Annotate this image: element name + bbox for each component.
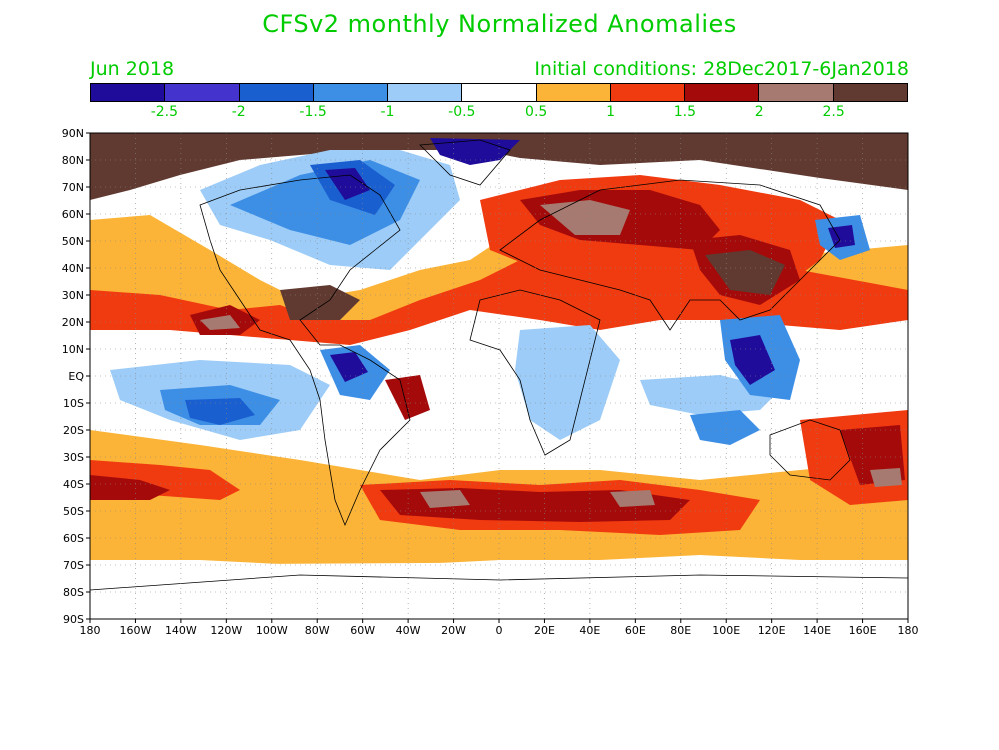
longitude-label: 80E — [670, 624, 691, 637]
latitude-label: 60N — [62, 208, 84, 221]
colorbar — [90, 83, 908, 102]
forecast-month: Jun 2018 — [90, 58, 175, 80]
colorbar-swatch — [165, 84, 240, 101]
longitude-label: 80W — [305, 624, 330, 637]
latitude-label: 40S — [63, 478, 84, 491]
colorbar-swatch — [610, 84, 686, 101]
latitude-label: 60S — [63, 532, 84, 545]
longitude-labels: 180 160W 140W 120W 100W 80W 60W 40W 20W 0 20E 40E 60… — [80, 619, 919, 637]
latitude-label: 70N — [62, 181, 84, 194]
colorbar-tick-label: 2.5 — [822, 104, 845, 120]
anomaly-field — [90, 133, 908, 619]
longitude-label: 0 — [496, 624, 503, 637]
longitude-label: 100E — [712, 624, 740, 637]
colorbar-tick-label: 0.5 — [525, 104, 548, 120]
colorbar-tick-label: -1.5 — [299, 104, 327, 120]
colorbar-tick-label: -0.5 — [448, 104, 476, 120]
graticule — [90, 133, 908, 619]
map-title: CFSv2 monthly Normalized Anomalies — [262, 10, 737, 38]
colorbar-swatch — [759, 84, 834, 101]
latitude-labels: 90N 80N 70N 60N 50N 40N 30N 20N 10N EQ 10S 20S 30S 40… — [62, 127, 90, 626]
colorbar-swatch — [536, 84, 611, 101]
colorbar-tick-label: -2 — [231, 104, 246, 120]
longitude-label: 40E — [579, 624, 600, 637]
latitude-label: 80N — [62, 154, 84, 167]
latitude-label: 40N — [62, 262, 84, 275]
colorbar-swatch — [91, 84, 166, 101]
colorbar-tick-label: 1 — [606, 104, 615, 120]
colorbar-tick-label: -1 — [380, 104, 395, 120]
longitude-label: 160W — [120, 624, 152, 637]
latitude-label: EQ — [68, 370, 84, 383]
longitude-label: 60E — [625, 624, 646, 637]
latitude-label: 90S — [63, 613, 84, 626]
longitude-label: 20E — [534, 624, 555, 637]
longitude-label: 180 — [898, 624, 919, 637]
latitude-label: 70S — [63, 559, 84, 572]
longitude-label: 180 — [80, 624, 101, 637]
latitude-label: 50S — [63, 505, 84, 518]
latitude-label: 20N — [62, 316, 84, 329]
colorbar-swatch — [462, 84, 537, 101]
latitude-label: 30S — [63, 451, 84, 464]
latitude-label: 30N — [62, 289, 84, 302]
colorbar-swatch — [313, 84, 389, 101]
longitude-label: 140E — [803, 624, 831, 637]
colorbar-swatch — [388, 84, 463, 101]
latitude-label: 10N — [62, 343, 84, 356]
colorbar-tick-label: 1.5 — [673, 104, 697, 120]
longitude-label: 60W — [350, 624, 375, 637]
colorbar-swatch — [239, 84, 314, 101]
longitude-label: 120E — [758, 624, 786, 637]
longitude-label: 40W — [396, 624, 421, 637]
colorbar-tick-label: -2.5 — [150, 104, 179, 120]
latitude-label: 20S — [63, 424, 84, 437]
latitude-label: 50N — [62, 235, 84, 248]
latitude-label: 80S — [63, 586, 84, 599]
colorbar-swatch — [833, 84, 907, 101]
colorbar-tick-label: 2 — [754, 104, 764, 120]
longitude-label: 100W — [256, 624, 288, 637]
initial-conditions: Initial conditions: 28Dec2017-6Jan2018 — [534, 58, 909, 80]
longitude-label: 20W — [441, 624, 466, 637]
coastlines — [90, 139, 908, 591]
longitude-label: 140W — [165, 624, 197, 637]
longitude-label: 120W — [210, 624, 242, 637]
longitude-label: 160E — [849, 624, 877, 637]
latitude-label: 90N — [62, 127, 84, 140]
colorbar-swatch — [685, 84, 760, 101]
latitude-label: 10S — [63, 397, 84, 410]
